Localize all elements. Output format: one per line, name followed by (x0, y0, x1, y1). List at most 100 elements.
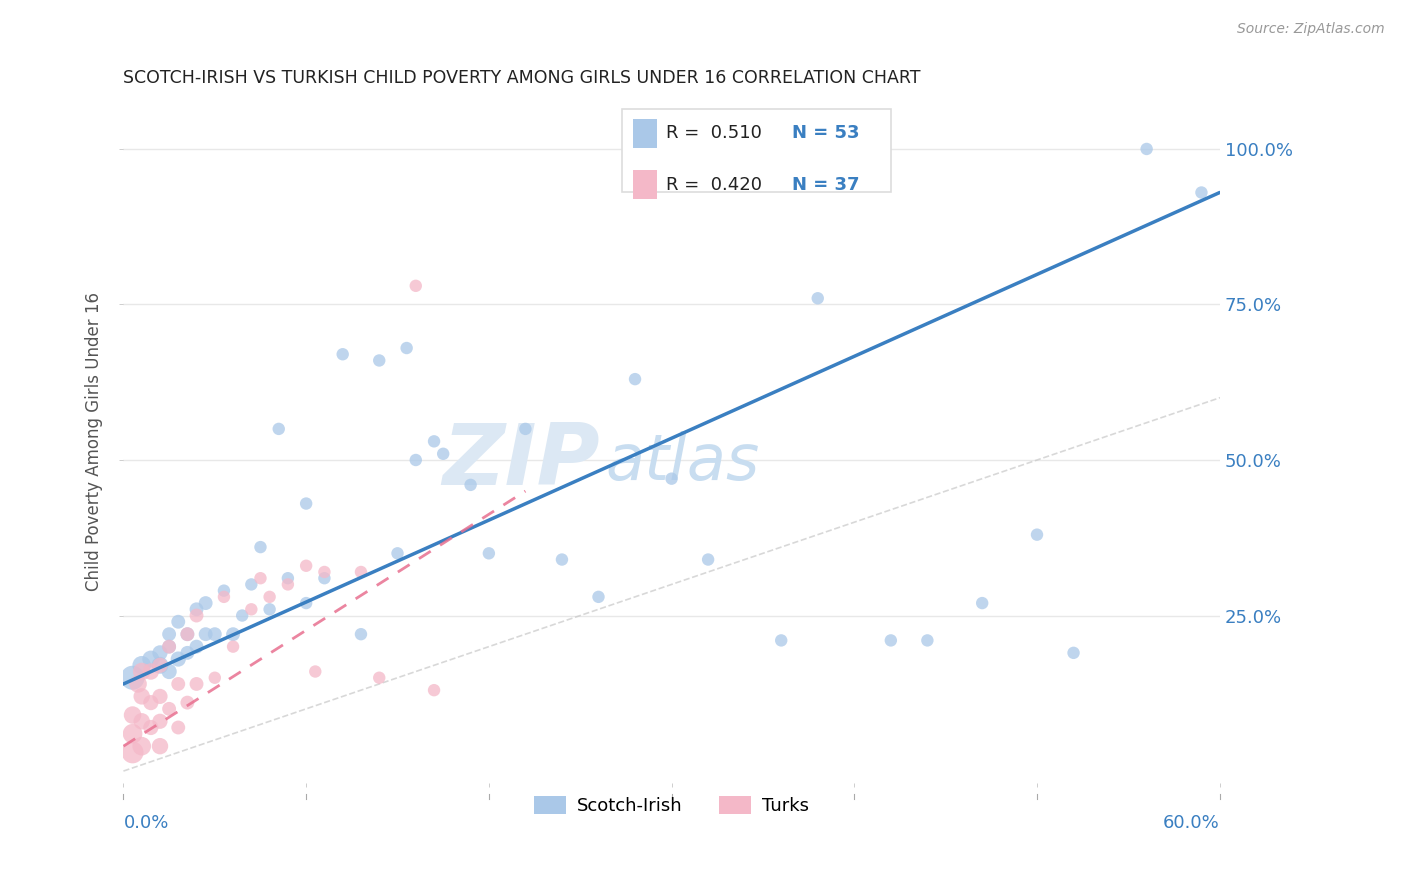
Point (423, 434, 446, 449)
Point (249, 540, 271, 554)
Point (1063, 646, 1085, 660)
Point (460, 478, 482, 492)
Point (222, 640, 245, 654)
Y-axis label: Child Poverty Among Girls Under 16: Child Poverty Among Girls Under 16 (86, 292, 103, 591)
Point (131, 690, 153, 704)
Point (157, 640, 180, 654)
Bar (633, 170, 658, 199)
Point (259, 602, 281, 616)
Point (131, 739, 153, 754)
Legend: Scotch-Irish, Turks: Scotch-Irish, Turks (527, 789, 817, 822)
Point (157, 702, 180, 716)
Point (167, 677, 190, 691)
Point (259, 590, 281, 604)
Point (1026, 527, 1049, 541)
FancyBboxPatch shape (623, 110, 891, 192)
Point (304, 665, 326, 679)
Point (423, 683, 446, 698)
Point (295, 497, 318, 511)
Point (405, 453, 427, 467)
Text: R =  0.420: R = 0.420 (666, 176, 762, 194)
Text: 0.0%: 0.0% (124, 814, 169, 832)
Point (277, 577, 299, 591)
Point (277, 571, 299, 585)
Text: R =  0.510: R = 0.510 (666, 124, 762, 143)
Point (770, 633, 793, 648)
Point (131, 665, 153, 679)
Point (661, 472, 683, 486)
Text: atlas: atlas (606, 431, 761, 493)
Point (204, 671, 226, 685)
Point (149, 714, 172, 729)
Point (350, 565, 373, 579)
Point (551, 552, 574, 566)
Point (405, 278, 427, 293)
Point (295, 558, 318, 573)
Point (186, 640, 208, 654)
Point (880, 633, 903, 648)
Point (149, 658, 172, 673)
Point (212, 590, 235, 604)
Point (139, 721, 162, 735)
Point (395, 341, 418, 355)
Point (157, 640, 180, 654)
Point (249, 571, 271, 585)
Point (917, 633, 939, 648)
Point (167, 721, 190, 735)
Point (212, 583, 235, 598)
Point (350, 627, 373, 641)
Point (295, 596, 318, 610)
Point (478, 546, 501, 560)
Point (231, 608, 253, 623)
Point (368, 353, 391, 368)
Point (807, 291, 830, 305)
Point (1191, 186, 1213, 200)
Point (186, 608, 208, 623)
Point (186, 677, 208, 691)
Point (167, 652, 190, 666)
Point (121, 727, 143, 741)
Point (222, 627, 245, 641)
Point (149, 646, 172, 660)
Point (194, 596, 217, 610)
Point (267, 422, 290, 436)
Point (314, 571, 336, 585)
Text: SCOTCH-IRISH VS TURKISH CHILD POVERTY AMONG GIRLS UNDER 16 CORRELATION CHART: SCOTCH-IRISH VS TURKISH CHILD POVERTY AM… (124, 69, 921, 87)
Text: 60.0%: 60.0% (1163, 814, 1220, 832)
Point (387, 546, 409, 560)
Point (1136, 142, 1159, 156)
Text: N = 53: N = 53 (792, 124, 859, 143)
Point (697, 552, 720, 566)
Point (972, 596, 994, 610)
Point (186, 602, 208, 616)
Text: ZIP: ZIP (443, 420, 600, 503)
Point (314, 565, 336, 579)
Point (157, 665, 180, 679)
Point (176, 646, 198, 660)
Point (240, 602, 263, 616)
Point (157, 627, 180, 641)
Point (432, 447, 454, 461)
Point (204, 627, 226, 641)
Point (149, 690, 172, 704)
Point (121, 708, 143, 723)
Point (176, 627, 198, 641)
Point (121, 671, 143, 685)
Point (121, 745, 143, 759)
Point (624, 372, 647, 386)
Point (139, 652, 162, 666)
Point (194, 627, 217, 641)
Point (139, 696, 162, 710)
Point (127, 677, 149, 691)
Point (139, 665, 162, 679)
Bar (633, 119, 658, 148)
Point (131, 714, 153, 729)
Point (176, 627, 198, 641)
Text: Source: ZipAtlas.com: Source: ZipAtlas.com (1237, 22, 1385, 37)
Point (167, 615, 190, 629)
Point (149, 739, 172, 754)
Point (131, 658, 153, 673)
Point (240, 577, 263, 591)
Point (588, 590, 610, 604)
Point (332, 347, 354, 361)
